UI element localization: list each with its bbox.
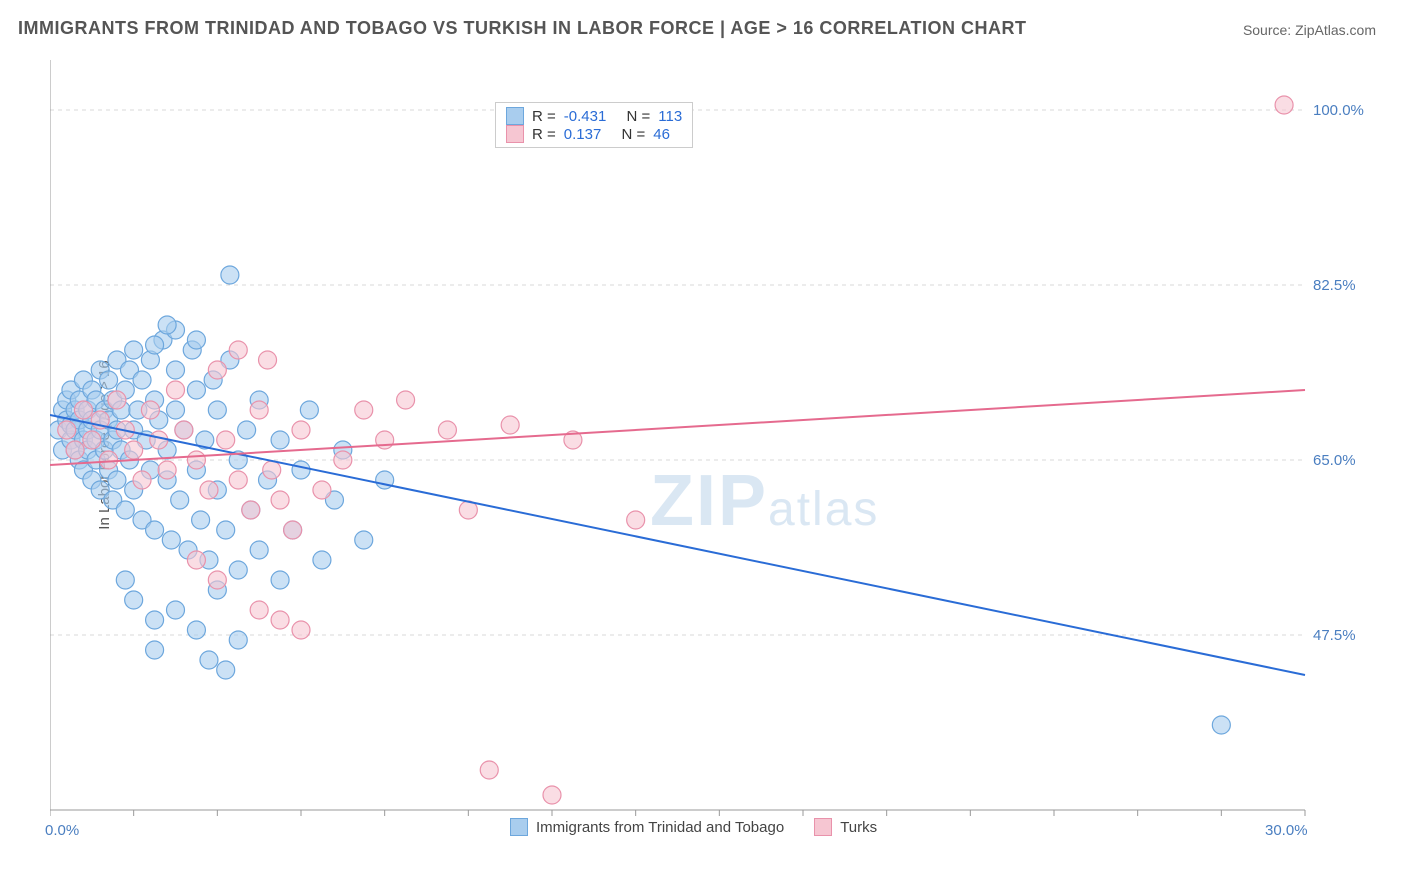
source-attribution: Source: ZipAtlas.com — [1243, 22, 1376, 38]
swatch-series-2 — [506, 125, 524, 143]
swatch-series-1 — [506, 107, 524, 125]
series-legend: Immigrants from Trinidad and Tobago Turk… — [510, 818, 877, 836]
y-tick-label: 82.5% — [1313, 277, 1356, 294]
legend-label: Turks — [840, 819, 877, 836]
y-tick-label: 65.0% — [1313, 452, 1356, 469]
scatter-plot — [50, 50, 1370, 840]
x-tick-label: 0.0% — [45, 822, 79, 839]
legend-label: Immigrants from Trinidad and Tobago — [536, 819, 784, 836]
r-value: -0.431 — [564, 108, 607, 125]
r-label: R = — [532, 126, 556, 143]
correlation-row-2: R = 0.137 N = 46 — [506, 125, 682, 143]
n-value: 46 — [653, 126, 670, 143]
n-value: 113 — [658, 108, 682, 125]
y-tick-label: 47.5% — [1313, 627, 1356, 644]
x-tick-label: 30.0% — [1265, 822, 1308, 839]
swatch-series-1 — [510, 818, 528, 836]
y-tick-label: 100.0% — [1313, 102, 1364, 119]
n-label: N = — [626, 108, 650, 125]
r-value: 0.137 — [564, 126, 602, 143]
chart-title: IMMIGRANTS FROM TRINIDAD AND TOBAGO VS T… — [18, 18, 1027, 39]
correlation-legend: R = -0.431 N = 113 R = 0.137 N = 46 — [495, 102, 693, 148]
legend-item-1: Immigrants from Trinidad and Tobago — [510, 818, 784, 836]
swatch-series-2 — [814, 818, 832, 836]
correlation-row-1: R = -0.431 N = 113 — [506, 107, 682, 125]
chart-container: In Labor Force | Age > 16 ZIPatlas R = -… — [50, 50, 1370, 840]
n-label: N = — [621, 126, 645, 143]
r-label: R = — [532, 108, 556, 125]
legend-item-2: Turks — [814, 818, 877, 836]
